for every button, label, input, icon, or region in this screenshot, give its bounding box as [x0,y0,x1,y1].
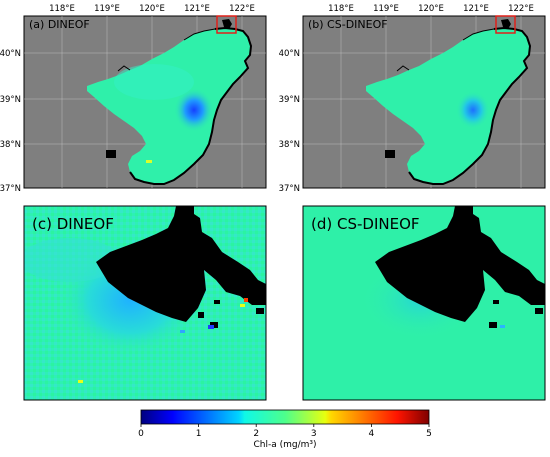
colorbar-label: Chl-a (mg/m³) [253,440,316,450]
lon-tick-label: 118°E [328,4,354,14]
lon-tick-label: 121°E [184,4,210,14]
land-fragment [214,300,220,304]
lat-tick-label: 37°N [279,184,300,194]
yellow-speck [240,304,245,307]
colorbar-ticks: 0 1 2 3 4 5 [138,424,432,439]
lat-tick-label: 39°N [0,95,21,105]
lon-tick-label: 119°E [94,4,120,14]
land-fragment [176,206,190,214]
lat-axis-labels: 40°N 39°N 38°N 37°N [0,49,21,194]
blue-speck [208,325,214,329]
panel-c: (c) DINEOF [23,205,267,401]
land-mass [96,206,266,322]
coast-segment [117,65,131,72]
land-mass [375,206,545,322]
panel-frame [302,205,546,401]
lat-tick-label: 37°N [0,184,21,194]
panel-label: (b) CS-DINEOF [308,18,388,31]
colorbar: 0 1 2 3 4 5 Chl-a (mg/m³) [138,409,432,450]
land-fragment [455,206,469,214]
land-fragment [250,292,260,302]
colorbar-gradient [140,409,430,425]
lat-tick-label: 39°N [279,95,300,105]
land-fragment [256,308,264,314]
lon-tick-label: 119°E [373,4,399,14]
lon-axis-labels: 118°E 119°E 120°E 121°E 122°E [49,4,255,14]
panel-label: (a) DINEOF [29,18,90,31]
lon-tick-label: 120°E [418,4,444,14]
lat-axis-labels: 40°N 39°N 38°N 37°N [279,49,300,194]
land-fragment [186,260,194,266]
yellow-speck [146,160,152,163]
panel-b: (b) CS-DINEOF 118°E 119°E 120°E 121°E 12… [279,4,546,194]
yellow-speck [78,380,83,383]
colorbar-tick-label: 0 [138,429,144,439]
colorbar-tick-label: 4 [369,429,375,439]
lat-tick-label: 40°N [0,49,21,59]
zoom-region-box [495,15,516,34]
red-speck [244,298,248,302]
zoom-region-land [222,19,232,29]
colorbar-tick-label: 3 [311,429,317,439]
northern-coast [183,28,216,41]
lon-tick-label: 122°E [508,4,534,14]
panel-d: (d) CS-DINEOF [302,205,546,401]
panel-a: (a) DINEOF 118°E 119°E 120°E 121°E 122°E… [0,4,267,194]
lat-tick-label: 38°N [0,140,21,150]
land-fragment [493,300,499,304]
panel-label: (c) DINEOF [32,215,114,233]
zoom-region-land [501,19,511,29]
low-chl-patch [456,91,490,129]
lon-tick-label: 121°E [463,4,489,14]
land-fragment [535,308,543,314]
panel-label: (d) CS-DINEOF [311,215,420,233]
colorbar-tick-label: 2 [253,429,259,439]
lon-axis-labels: 118°E 119°E 120°E 121°E 122°E [328,4,534,14]
low-chl-patch [174,88,214,132]
panel-frame [23,205,267,401]
land-fragment [198,312,204,318]
lat-tick-label: 38°N [279,140,300,150]
northern-coast [462,28,495,41]
zoom-region-box [216,15,237,34]
land-fragment [465,260,473,266]
cyan-patch [24,238,120,282]
lon-tick-label: 118°E [49,4,75,14]
island-patch [106,150,116,158]
colorbar-tick-label: 1 [196,429,202,439]
colorbar-tick-label: 5 [426,429,432,439]
blue-speck [180,330,185,333]
island-patch [385,150,395,158]
cyan-speck [500,325,505,328]
land-fragment [489,322,497,328]
land-fragment [529,292,539,302]
lon-tick-label: 120°E [139,4,165,14]
coast-segment [396,65,410,72]
lat-tick-label: 40°N [279,49,300,59]
lon-tick-label: 122°E [229,4,255,14]
coastal-cyan-patch [114,64,194,100]
